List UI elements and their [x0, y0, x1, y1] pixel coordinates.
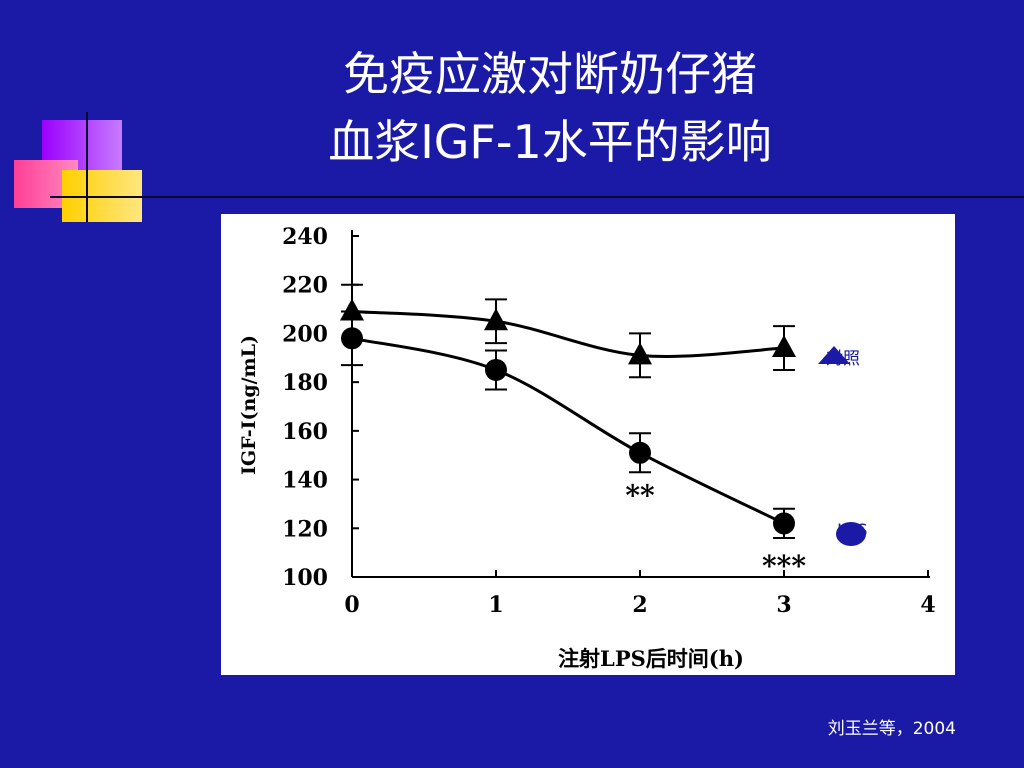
slide-title-line2: 血浆IGF-1水平的影响 [328, 115, 772, 169]
data-point-triangle [772, 335, 796, 358]
y-tick-label: 200 [282, 321, 328, 347]
y-axis-title: IGF-I(ng/mL) [238, 335, 260, 475]
significance-label: ** [625, 479, 655, 512]
series-triangle-line [351, 310, 785, 358]
decorative-horizontal-line [50, 196, 1024, 198]
data-point-circle [773, 512, 795, 535]
chart-panel: 100 120 140 160 180 200 220 240 0 1 2 3 4 注射LPS后时间(h)… [221, 214, 955, 675]
legend-lps: LPS [835, 521, 868, 546]
y-tick-label: 220 [282, 273, 328, 299]
y-tick-label: 180 [282, 370, 328, 396]
triangle-icon [818, 346, 850, 364]
data-point-circle [629, 441, 651, 464]
data-point-triangle [340, 298, 364, 321]
y-tick-label: 100 [282, 565, 328, 591]
circle-icon [836, 522, 866, 546]
x-tick-label: 2 [632, 592, 647, 618]
y-tick-label: 120 [282, 516, 328, 542]
data-point-circle [341, 327, 363, 350]
y-tick-label: 160 [282, 419, 328, 445]
series-circle-line [351, 336, 785, 525]
y-tick-label: 140 [282, 468, 328, 494]
x-tick-label: 0 [344, 592, 359, 618]
data-point-circle [485, 358, 507, 381]
y-tick-label: 240 [282, 224, 328, 250]
data-point-triangle [484, 308, 508, 331]
decorative-vertical-line [86, 112, 88, 222]
data-point-triangle [628, 342, 652, 365]
slide-title: 免疫应激对断奶仔猪 血浆IGF-1水平的影响 [0, 40, 1024, 176]
significance-label: *** [762, 549, 806, 582]
citation: 刘玉兰等，2004 [827, 719, 956, 739]
x-tick-label: 4 [920, 592, 935, 618]
slide-title-line1: 免疫应激对断奶仔猪 [343, 47, 757, 101]
x-axis-title: 注射LPS后时间(h) [558, 646, 744, 671]
legend-control: 对照 [816, 344, 860, 369]
x-tick-label: 3 [776, 592, 791, 618]
chart-svg: 100 120 140 160 180 200 220 240 0 1 2 3 4 注射LPS后时间(h)… [238, 224, 936, 671]
x-tick-label: 1 [488, 592, 503, 618]
